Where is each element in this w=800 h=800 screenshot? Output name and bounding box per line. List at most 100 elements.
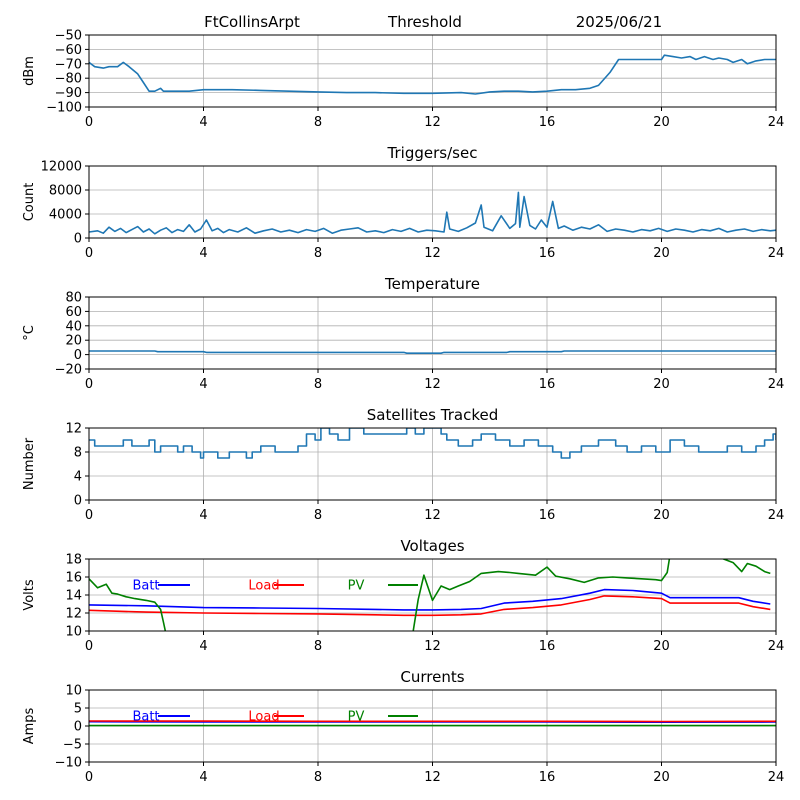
satellites-xtick-label-5: 20 [653,508,670,523]
temperature-xtick-label-1: 4 [199,377,207,392]
triggers-xtick-label-5: 20 [653,246,670,261]
voltages-legend-pv-label: PV [348,579,365,594]
voltages-xtick-label-2: 8 [314,639,322,654]
signal-strength-panel: 0 4 8 12 16 20 24 −100−90−80−70−60−50 dBm [22,29,784,131]
header-date: 2025/06/21 [576,13,662,31]
currents-title: Currents [400,668,464,686]
currents-xtick-label-2: 8 [314,770,322,785]
signal-ytick-label-5: −50 [55,29,82,44]
satellites-xtick-label-1: 4 [199,508,207,523]
triggers-xtick-label-4: 16 [539,246,556,261]
voltages-xtick-label-3: 12 [424,639,441,654]
signal-xtick-label-3: 12 [424,115,441,130]
currents-ytick-label-3: 5 [74,702,82,717]
currents-ytick-label-4: 10 [65,684,82,699]
currents-ylabel: Amps [22,707,37,744]
temperature-ytick-label-1: 0 [74,348,82,363]
triggers-xtick-label-0: 0 [85,246,93,261]
triggers-ylabel: Count [22,183,37,222]
triggers-ytick-label-3: 12000 [41,160,82,175]
voltages-xtick-label-6: 24 [768,639,785,654]
currents-xtick-label-0: 0 [85,770,93,785]
voltages-xtick-label-5: 20 [653,639,670,654]
temperature-ylabel: °C [22,325,37,341]
currents-panel: 0 4 8 12 16 20 24 −10 −5 0 5 10 Currents Amps Batt Load… [22,668,784,785]
currents-xtick-label-3: 12 [424,770,441,785]
currents-ytick-label-2: 0 [74,720,82,735]
satellites-xtick-label-2: 8 [314,508,322,523]
satellites-xtick-label-3: 12 [424,508,441,523]
signal-ytick-label-2: −80 [55,72,82,87]
temperature-ytick-label-4: 60 [65,305,82,320]
signal-ytick-label-0: −100 [46,101,82,116]
voltages-panel: 0 4 8 12 16 20 24 10 12 14 16 18 Voltages Volts Batt Lo… [22,537,784,654]
satellites-xtick-label-4: 16 [539,508,556,523]
temperature-xtick-label-2: 8 [314,377,322,392]
triggers-xtick-label-3: 12 [424,246,441,261]
signal-xtick-label-5: 20 [653,115,670,130]
voltages-batt-line [89,588,771,611]
triggers-ytick-label-2: 8000 [49,184,82,199]
header-mode: Threshold [387,13,462,31]
temperature-xtick-label-5: 20 [653,377,670,392]
voltages-ylabel: Volts [22,579,37,611]
triggers-xtick-label-2: 8 [314,246,322,261]
voltages-legend-load-label: Load [248,579,279,594]
satellites-ytick-label-3: 12 [65,422,82,437]
voltages-xtick-label-4: 16 [539,639,556,654]
temperature-ytick-label-2: 20 [65,334,82,349]
currents-legend-batt-label: Batt [132,710,159,725]
triggers-xtick-label-6: 24 [768,246,785,261]
voltages-load-line [89,595,771,617]
currents-xtick-label-6: 24 [768,770,785,785]
voltages-ytick-label-0: 10 [65,625,82,640]
triggers-ytick-label-0: 0 [74,232,82,247]
currents-legend-pv-label: PV [348,710,365,725]
voltages-legend-batt-label: Batt [132,579,159,594]
currents-xtick-label-5: 20 [653,770,670,785]
signal-xtick-label-1: 4 [199,115,207,130]
voltages-ytick-label-2: 14 [65,589,82,604]
voltages-title: Voltages [400,537,464,555]
temperature-ytick-label-5: 80 [65,291,82,306]
currents-ytick-label-0: −10 [55,756,82,771]
signal-ylabel: dBm [22,56,37,86]
signal-xtick-label-2: 8 [314,115,322,130]
satellites-ylabel: Number [22,437,37,490]
signal-xtick-label-4: 16 [539,115,556,130]
satellites-series-0-line [89,428,776,459]
triggers-ytick-label-1: 4000 [49,208,82,223]
voltages-xtick-label-1: 4 [199,639,207,654]
currents-ytick-label-1: −5 [63,738,82,753]
signal-xtick-label-0: 0 [85,115,93,130]
signal-xtick-label-6: 24 [768,115,785,130]
triggers-xtick-label-1: 4 [199,246,207,261]
temperature-xtick-label-6: 24 [768,377,785,392]
satellites-ytick-label-1: 4 [74,470,82,485]
voltages-ytick-label-4: 18 [65,553,82,568]
satellites-panel: 0 4 8 12 16 20 24 0 4 8 12 Satellites Tracked Number [22,406,784,523]
voltages-ytick-label-3: 16 [65,571,82,586]
signal-ytick-label-4: −60 [55,43,82,58]
triggers-series-0-line [89,191,776,235]
satellites-xtick-label-6: 24 [768,508,785,523]
currents-xtick-label-1: 4 [199,770,207,785]
triggers-panel: 0 4 8 12 16 20 24 0 4000 8000 12000 Triggers/sec Cou… [22,144,784,261]
temperature-xtick-label-3: 12 [424,377,441,392]
currents-load-line [89,720,776,723]
signal-series-0-line [89,54,776,95]
satellites-ytick-label-0: 0 [74,494,82,509]
satellites-title: Satellites Tracked [367,406,498,424]
triggers-title: Triggers/sec [387,144,478,162]
voltages-xtick-label-0: 0 [85,639,93,654]
temperature-xtick-label-0: 0 [85,377,93,392]
signal-ytick-label-3: −70 [55,57,82,72]
temperature-series-0-line [89,350,776,355]
satellites-ytick-label-2: 8 [74,446,82,461]
currents-legend-load-label: Load [248,710,279,725]
currents-xtick-label-4: 16 [539,770,556,785]
signal-ytick-label-1: −90 [55,86,82,101]
